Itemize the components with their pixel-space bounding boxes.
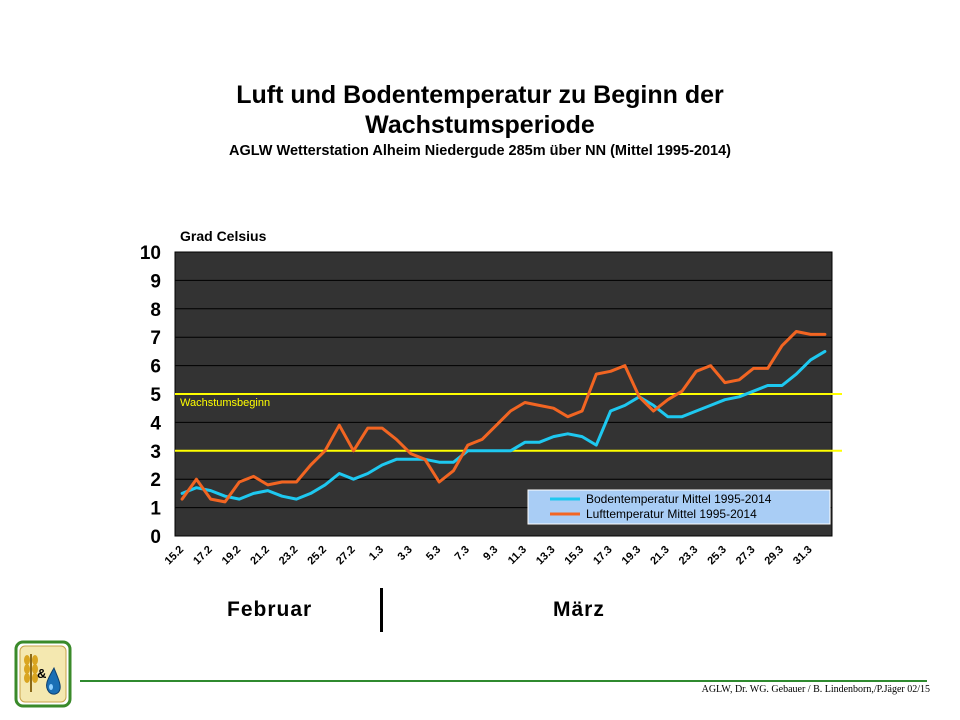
- x-tick-label: 17.2: [191, 544, 215, 568]
- footer-divider: [80, 680, 927, 682]
- y-tick-label: 9: [150, 271, 161, 292]
- x-tick-label: 9.3: [481, 544, 500, 563]
- x-tick-label: 25.3: [705, 544, 729, 568]
- x-tick-label: 5.3: [424, 544, 443, 563]
- y-tick-label: 5: [150, 385, 161, 406]
- month-label-februar: Februar: [227, 598, 313, 621]
- x-tick-label: 27.2: [334, 544, 358, 568]
- x-tick-label: 23.3: [677, 544, 701, 568]
- y-tick-label: 1: [150, 499, 161, 520]
- x-tick-label: 15.3: [563, 544, 587, 568]
- y-tick-label: 3: [150, 442, 161, 463]
- x-tick-label: 3.3: [395, 544, 414, 563]
- x-tick-label: 21.3: [648, 544, 672, 568]
- x-tick-label: 15.2: [163, 544, 187, 568]
- x-tick-label: 23.2: [277, 544, 301, 568]
- month-divider: [380, 588, 383, 632]
- legend-entry: Bodentemperatur Mittel 1995-2014: [586, 492, 772, 506]
- y-tick-label: 0: [150, 527, 161, 548]
- y-axis-label: Grad Celsius: [180, 228, 267, 244]
- y-tick-label: 10: [140, 243, 161, 264]
- x-tick-label: 17.3: [591, 544, 615, 568]
- y-tick-label: 6: [150, 357, 161, 378]
- threshold-label: Wachstumsbeginn: [180, 397, 270, 409]
- x-tick-label: 19.3: [620, 544, 644, 568]
- y-tick-label: 2: [150, 470, 161, 491]
- logo-emblem-icon: &: [14, 640, 72, 708]
- legend-box: [527, 489, 831, 525]
- y-tick-label: 7: [150, 328, 161, 349]
- legend-entry: Lufttemperatur Mittel 1995-2014: [586, 507, 757, 521]
- slide-subtitle: AGLW Wetterstation Alheim Niedergude 285…: [229, 143, 731, 159]
- x-tick-label: 25.2: [305, 544, 329, 568]
- svg-text:&: &: [37, 666, 46, 681]
- aglw-logo: &: [14, 640, 72, 713]
- series-line-boden: [180, 349, 827, 501]
- slide-title: Luft und Bodentemperatur zu Beginn der W…: [236, 81, 724, 139]
- x-tick-label: 19.2: [220, 544, 244, 568]
- month-label-maerz: März: [553, 598, 605, 621]
- x-tick-label: 29.3: [762, 544, 786, 568]
- series-line-luft: [180, 330, 827, 504]
- y-tick-label: 8: [150, 300, 161, 321]
- y-tick-label: 4: [150, 413, 161, 434]
- x-tick-label: 7.3: [453, 544, 472, 563]
- footer-credit: AGLW, Dr. WG. Gebauer / B. Lindenborn,/P…: [701, 684, 930, 695]
- x-tick-label: 13.3: [534, 544, 558, 568]
- x-tick-label: 31.3: [791, 544, 815, 568]
- x-tick-label: 1.3: [367, 544, 386, 563]
- x-tick-label: 21.2: [248, 544, 272, 568]
- x-tick-label: 27.3: [734, 544, 758, 568]
- x-tick-label: 11.3: [506, 544, 529, 567]
